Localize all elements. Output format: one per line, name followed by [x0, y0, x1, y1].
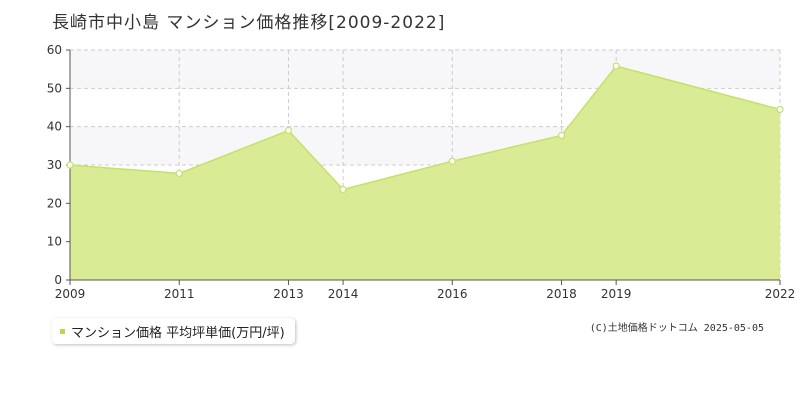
x-tick-label: 2016 — [437, 287, 468, 301]
y-tick-label: 60 — [47, 43, 62, 57]
data-point — [776, 105, 784, 114]
legend-label: マンション価格 平均坪単価(万円/坪) — [71, 325, 285, 341]
x-tick-label: 2011 — [164, 287, 195, 301]
x-tick-label: 2009 — [55, 287, 86, 301]
y-tick-label: 0 — [54, 273, 62, 287]
series-line — [69, 65, 781, 191]
legend-swatch — [60, 328, 65, 334]
data-point — [612, 62, 620, 70]
legend: マンション価格 平均坪単価(万円/坪) — [52, 318, 295, 344]
y-tick-label: 30 — [47, 158, 62, 172]
data-point — [284, 126, 293, 135]
chart-title: 長崎市中小島 マンション価格推移[2009-2022] — [52, 13, 446, 33]
y-tick-labels: 0 10 20 30 40 50 60 — [47, 43, 62, 287]
y-tick-label: 10 — [47, 235, 62, 249]
x-tick-label: 2014 — [328, 287, 359, 301]
copyright-credit: (C)土地価格ドットコム 2025-05-05 — [589, 323, 764, 334]
x-tick-label: 2013 — [273, 287, 304, 301]
area-fill — [70, 66, 780, 280]
data-point — [66, 161, 74, 169]
x-tick-label: 2019 — [601, 287, 632, 301]
y-tick-label: 40 — [47, 120, 62, 134]
data-area — [69, 65, 781, 280]
y-tick-label: 50 — [47, 81, 62, 95]
y-tick-label: 20 — [47, 196, 62, 210]
data-point — [448, 157, 456, 165]
data-point — [339, 185, 347, 194]
x-tick-label: 2022 — [765, 287, 796, 301]
data-points — [66, 62, 784, 194]
data-point — [175, 169, 183, 178]
data-point — [557, 131, 566, 140]
x-tick-label: 2018 — [546, 287, 577, 301]
x-tick-labels: 2009 2011 2013 2014 2016 2018 2019 2022 — [55, 287, 796, 301]
